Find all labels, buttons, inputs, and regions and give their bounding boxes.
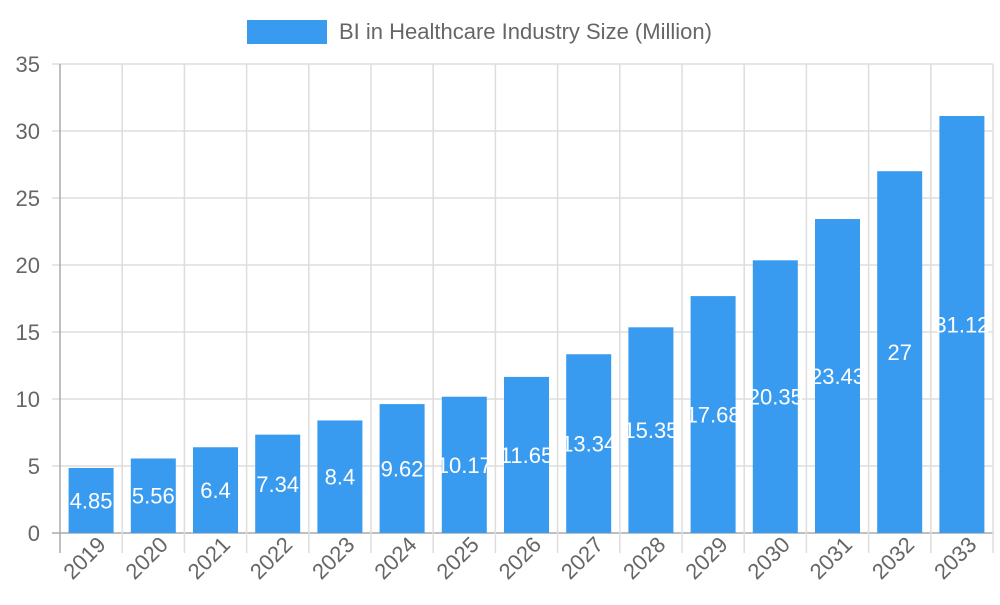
bar (193, 447, 238, 533)
bar (690, 296, 736, 533)
y-tick-label: 0 (28, 521, 40, 546)
bar (939, 115, 985, 533)
data-label: 6.4 (200, 478, 231, 503)
legend-label: BI in Healthcare Industry Size (Million) (339, 19, 712, 44)
data-label: 9.62 (381, 457, 424, 482)
x-tick-label: 2023 (307, 532, 359, 584)
y-tick-label: 20 (16, 253, 40, 278)
x-tick-label: 2025 (432, 532, 484, 584)
grid (52, 63, 994, 553)
data-label: 20.35 (748, 385, 803, 410)
bar (130, 458, 176, 533)
data-label: 7.34 (256, 472, 299, 497)
data-label: 31.12 (934, 312, 989, 337)
x-tick-label: 2019 (58, 532, 110, 584)
data-label: 11.65 (500, 443, 553, 468)
y-tick-label: 30 (16, 119, 40, 144)
x-tick-label: 2022 (245, 532, 297, 584)
data-label: 17.68 (686, 403, 741, 428)
data-label: 13.34 (561, 432, 616, 457)
y-tick-label: 25 (16, 186, 40, 211)
bar (317, 420, 363, 533)
y-tick-label: 35 (16, 52, 40, 77)
y-tick-label: 10 (16, 387, 40, 412)
legend-swatch (247, 20, 327, 44)
bars: 4.85 5.56 6.4 7.34 8.4 9.62 10.17 11.65 13.34 15.… (68, 115, 989, 533)
bar (815, 219, 860, 533)
bar (68, 468, 114, 533)
bar (628, 327, 674, 533)
x-tick-label: 2020 (121, 532, 173, 584)
y-tick-label: 15 (16, 320, 40, 345)
legend[interactable]: BI in Healthcare Industry Size (Million) (247, 19, 712, 44)
bar (566, 354, 612, 533)
x-tick-label: 2028 (618, 532, 670, 584)
x-tick-label: 2021 (183, 532, 235, 584)
x-tick-label: 2033 (929, 532, 981, 584)
bar (752, 260, 798, 533)
x-tick-label: 2027 (556, 532, 608, 584)
data-label: 27 (887, 340, 911, 365)
x-tick-label: 2030 (743, 532, 795, 584)
data-label: 10.17 (437, 453, 492, 478)
x-tick-label: 2024 (369, 532, 421, 584)
bar (255, 434, 301, 533)
x-tick-label: 2029 (680, 532, 732, 584)
bar (379, 404, 425, 533)
bar (441, 396, 487, 533)
x-tick-label: 2032 (867, 532, 919, 584)
bar (877, 171, 923, 533)
data-label: 5.56 (132, 484, 175, 509)
x-tick-label: 2031 (805, 532, 857, 584)
x-tick-label: 2026 (494, 532, 546, 584)
bar (504, 376, 549, 533)
data-label: 23.43 (810, 364, 865, 389)
data-label: 4.85 (70, 489, 113, 514)
y-tick-label: 5 (28, 454, 40, 479)
data-label: 15.35 (623, 418, 678, 443)
data-label: 8.4 (325, 465, 356, 490)
